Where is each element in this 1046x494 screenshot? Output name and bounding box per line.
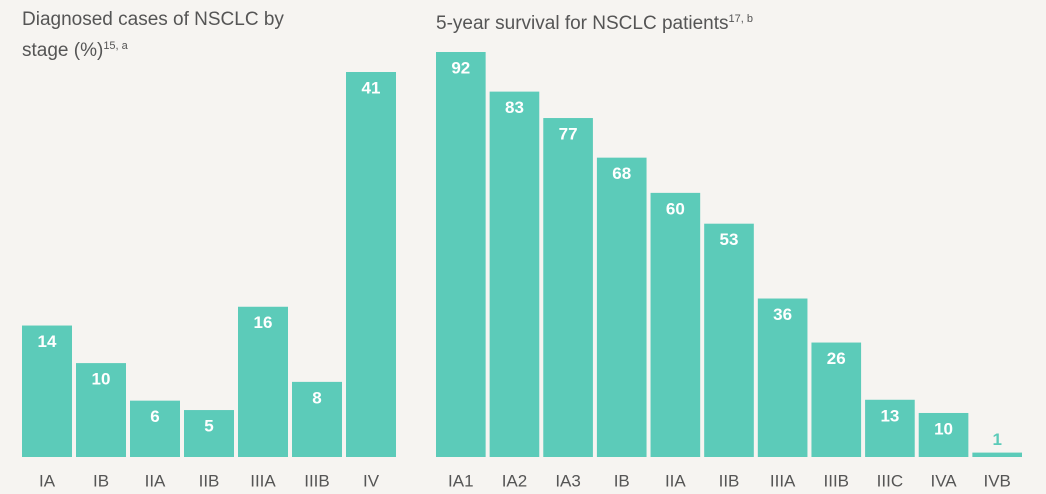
value-label: 68: [612, 164, 631, 183]
value-label: 92: [451, 58, 470, 77]
value-label: 53: [720, 230, 739, 249]
bar: [596, 157, 647, 458]
bar: [865, 399, 915, 457]
value-label: 8: [312, 388, 321, 407]
title-superscript: 17, b: [728, 13, 753, 25]
bar: [130, 400, 180, 457]
x-tick-label: IA2: [502, 471, 528, 490]
bar: [184, 410, 234, 457]
x-tick-label: IIIB: [304, 471, 330, 490]
x-tick-label: IIB: [199, 471, 220, 490]
x-tick-label: IA3: [555, 471, 581, 490]
value-label: 10: [934, 419, 953, 438]
x-tick-label: IIA: [145, 471, 166, 490]
value-label: 13: [880, 406, 899, 425]
value-label: 14: [38, 332, 57, 351]
bar: [972, 452, 1022, 457]
bar: [76, 363, 126, 457]
value-label: 36: [773, 305, 792, 324]
value-label: 5: [204, 417, 213, 436]
x-tick-label: IB: [614, 471, 630, 490]
value-label: 77: [559, 125, 578, 144]
value-label: 83: [505, 98, 524, 117]
bar: [704, 223, 754, 457]
value-label: 6: [150, 407, 159, 426]
bar: [811, 342, 862, 457]
value-label: 1: [992, 430, 1001, 449]
value-label: 41: [362, 78, 381, 97]
bar: [436, 52, 486, 457]
bar: [489, 91, 540, 457]
x-tick-label: IIB: [719, 471, 740, 490]
bar: [543, 118, 593, 458]
bar: [757, 298, 808, 457]
value-label: 26: [827, 349, 846, 368]
x-tick-label: IIA: [665, 471, 686, 490]
x-tick-label: IV: [363, 471, 380, 490]
bar: [346, 72, 396, 457]
x-tick-label: IB: [93, 471, 109, 490]
chart-title: Diagnosed cases of NSCLC by stage (%)15,…: [22, 9, 284, 61]
x-tick-label: IIIA: [770, 471, 796, 490]
x-tick-label: IIIC: [877, 471, 903, 490]
bar: [238, 306, 288, 457]
title-superscript: 15, a: [103, 40, 128, 52]
x-tick-label: IVA: [930, 471, 957, 490]
x-tick-label: IIIB: [824, 471, 850, 490]
bar: [918, 412, 969, 457]
x-tick-label: IA1: [448, 471, 474, 490]
x-tick-label: IA: [39, 471, 56, 490]
value-label: 60: [666, 199, 685, 218]
x-tick-label: IVB: [983, 471, 1010, 490]
bar: [22, 325, 72, 457]
value-label: 10: [92, 370, 111, 389]
value-label: 16: [254, 313, 273, 332]
chart-title: 5-year survival for NSCLC patients17, b: [436, 13, 753, 34]
x-tick-label: IIIA: [250, 471, 276, 490]
bar: [650, 192, 701, 457]
bar: [292, 381, 342, 457]
